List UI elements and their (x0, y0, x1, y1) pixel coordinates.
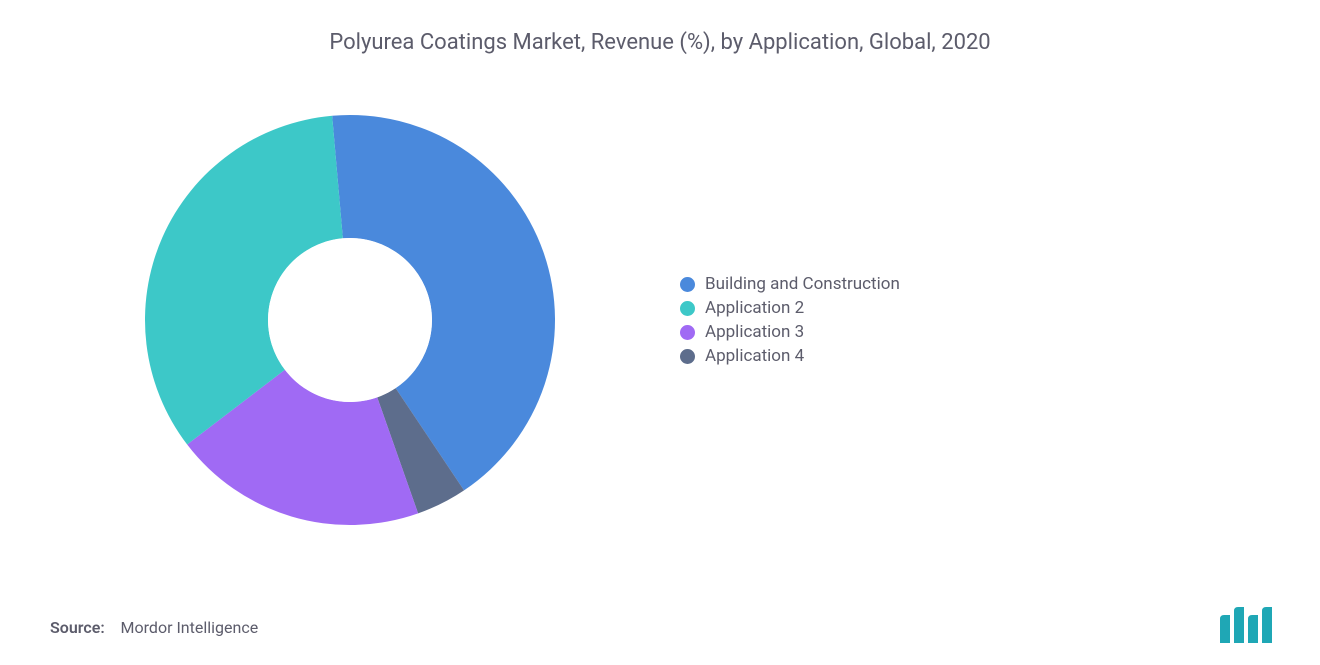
legend-swatch (680, 325, 695, 340)
donut-hole (268, 238, 432, 402)
source-line: Source: Mordor Intelligence (50, 618, 258, 637)
legend-swatch (680, 277, 695, 292)
legend-label: Building and Construction (705, 274, 900, 294)
legend-swatch (680, 349, 695, 364)
legend-swatch (680, 301, 695, 316)
source-text: Mordor Intelligence (121, 618, 259, 637)
legend-item: Application 3 (680, 322, 1270, 342)
legend-label: Application 2 (705, 298, 804, 318)
donut-chart (140, 110, 560, 530)
source-prefix: Source: (50, 618, 105, 637)
legend-item: Application 2 (680, 298, 1270, 318)
legend-item: Application 4 (680, 346, 1270, 366)
legend: Building and Construction Application 2 Ap… (650, 270, 1270, 370)
brand-logo (1220, 607, 1274, 643)
chart-row: Building and Construction Application 2 Ap… (50, 85, 1270, 555)
legend-label: Application 3 (705, 322, 804, 342)
brand-logo-icon (1220, 607, 1274, 643)
donut-chart-container (50, 85, 650, 555)
legend-label: Application 4 (705, 346, 804, 366)
chart-title: Polyurea Coatings Market, Revenue (%), b… (50, 30, 1270, 55)
legend-item: Building and Construction (680, 274, 1270, 294)
